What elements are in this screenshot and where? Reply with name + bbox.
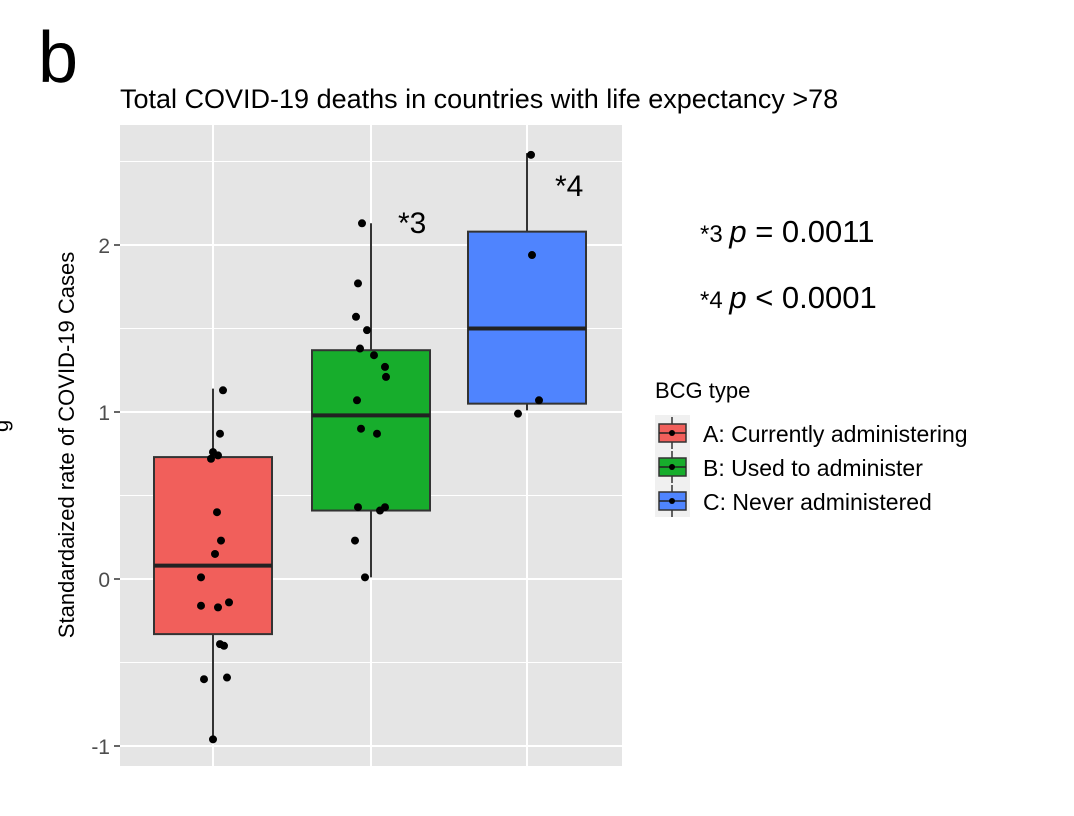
data-point: [356, 344, 364, 353]
data-point: [354, 279, 362, 288]
data-point: [214, 451, 222, 460]
legend-entry-label: A: Currently administering: [703, 421, 968, 447]
data-point: [216, 429, 224, 438]
box-group: [153, 386, 273, 744]
p-symbol: p: [728, 280, 755, 315]
stat-mark: *3: [700, 221, 729, 248]
clipped-text-fragment: g: [0, 420, 13, 432]
data-point: [358, 219, 366, 228]
data-point: [225, 598, 233, 607]
p-value-text: *3 p = 0.0011 *4 p < 0.0001: [700, 214, 877, 315]
data-point: [217, 536, 225, 545]
box: [467, 230, 587, 405]
data-point: [200, 675, 208, 684]
data-point: [361, 573, 369, 582]
box-group: [467, 150, 587, 418]
box: [311, 349, 431, 512]
legend-key-point: [669, 430, 675, 436]
data-point: [381, 362, 389, 371]
data-point: [370, 351, 378, 360]
data-point: [197, 601, 205, 610]
stat-mark: *4: [700, 287, 729, 314]
data-point: [376, 506, 384, 515]
data-point: [528, 251, 536, 260]
data-point: [211, 549, 219, 558]
data-point: [373, 429, 381, 438]
data-point: [351, 536, 359, 545]
p-symbol: p: [728, 214, 755, 249]
box: [153, 456, 273, 636]
y-axis-ticks: -1 0 1 2: [91, 235, 120, 759]
p-value: < 0.0001: [755, 280, 877, 315]
data-point: [535, 396, 543, 405]
data-point: [382, 372, 390, 381]
p-value: = 0.0011: [755, 214, 874, 249]
legend-title: BCG type: [655, 378, 750, 403]
data-point: [223, 673, 231, 682]
panel-label: b: [38, 18, 78, 98]
data-point: [216, 640, 224, 649]
data-point: [352, 312, 360, 321]
data-point: [353, 396, 361, 405]
data-point: [209, 735, 217, 744]
chart-title: Total COVID-19 deaths in countries with …: [120, 84, 838, 114]
p-value-line: *3 p = 0.0011: [700, 214, 874, 249]
data-point: [197, 573, 205, 582]
legend: BCG type A: Currently administering B: Us…: [655, 378, 968, 517]
boxes: [153, 150, 587, 744]
significance-annotations: *3 *4: [398, 170, 583, 240]
legend-key-point: [669, 498, 675, 504]
p-value-line: *4 p < 0.0001: [700, 280, 877, 315]
legend-entry-label: B: Used to administer: [703, 455, 923, 481]
data-point: [514, 409, 522, 418]
data-point: [213, 508, 221, 517]
y-axis-label: Standardaized rate of COVID-19 Cases: [54, 252, 79, 638]
y-tick-label: 0: [98, 569, 110, 592]
significance-mark: *3: [398, 207, 426, 240]
legend-key-point: [669, 464, 675, 470]
y-tick-label: -1: [91, 736, 110, 759]
data-point: [219, 386, 227, 395]
y-tick-label: 2: [98, 235, 110, 258]
legend-entry-label: C: Never administered: [703, 489, 932, 515]
y-tick-label: 1: [98, 402, 110, 425]
box-group: [311, 219, 431, 582]
data-point: [357, 424, 365, 433]
data-point: [207, 454, 215, 463]
data-point: [363, 326, 371, 335]
data-point: [214, 603, 222, 612]
significance-mark: *4: [555, 170, 583, 203]
data-point: [527, 150, 535, 159]
data-point: [354, 503, 362, 512]
